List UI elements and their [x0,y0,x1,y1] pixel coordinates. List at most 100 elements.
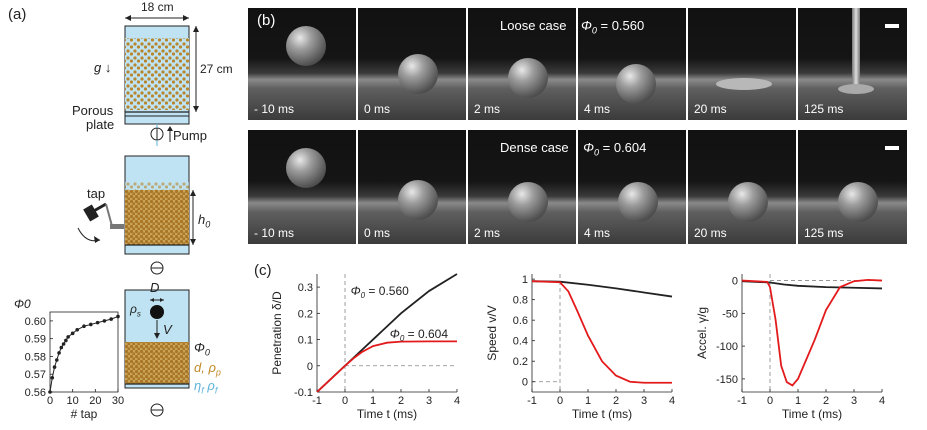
scale-bar [885,24,899,28]
y-tick-label: 0.6 [513,315,528,327]
x-tick-label: -1 [312,395,322,407]
loose-case-strip: - 10 ms 0 ms 2 ms 4 ms 20 ms 125 ms Loos… [248,8,909,120]
y-tick-label: 0.58 [25,351,46,363]
data-point [82,324,86,329]
data-point [61,342,66,346]
photo-frame: 0 ms [358,130,468,244]
photo-frame: - 10 ms [248,8,358,120]
y-tick-label: 0.2 [298,308,313,320]
x-tick-label: -1 [527,395,537,407]
x-axis-label: Time t (ms) [782,407,842,421]
x-tick-label: 10 [67,395,79,407]
sphere-image [728,182,768,222]
sphere-image [618,182,658,222]
series-annotation: Φ0 = 0.560 [351,284,410,300]
x-tick-label: 1 [370,395,376,407]
velocity-label: V [163,322,172,337]
y-tick-label: -50 [722,308,738,320]
penetration-chart: -1 0 1 2 3 4 -0.1 0 0.1 0.2 0.3 Time t (ms) Penetrat… [270,273,460,421]
data-point [52,365,57,369]
data-point [50,375,55,380]
diameter-label: D [150,280,160,295]
y-axis-label: Accel. γ/g [695,307,709,359]
gravity-label: g ↓ [94,60,112,75]
y-tick-label: 0.2 [513,356,528,368]
dense-case-title: Dense case Φ0 = 0.604 [500,140,647,158]
panel-label-a: (a) [8,6,27,23]
y-tick-label: 0.3 [298,282,313,294]
y-tick-label: 0.1 [298,335,313,347]
data-point [66,335,70,339]
data-point [89,322,93,327]
series-line [531,280,673,298]
sphere-image [616,64,656,104]
panel-label-b: (b) [257,12,276,29]
series-annotation: Φ0 = 0.604 [390,327,449,343]
y-tick-label: -150 [716,374,738,386]
data-point [57,351,61,355]
x-tick-label: 0 [557,395,563,407]
series-line [316,340,457,393]
sphere-image [398,54,438,94]
data-point [64,338,68,343]
dense-case-strip: - 10 ms 0 ms 2 ms 4 ms 20 ms 125 ms Dens… [248,130,909,244]
data-point [59,345,64,350]
phi0-label: Φ0 [194,340,210,358]
x-tick-label: 1 [585,395,591,407]
x-tick-label: 4 [879,395,885,407]
y-tick-label: 1 [522,274,528,286]
sphere-image [508,58,548,98]
sphere-image [286,26,326,66]
photo-frame: 4 ms [578,130,688,244]
y-tick-label: 0.57 [25,369,46,381]
photo-frame: 4 ms [578,8,688,120]
grain-label: d, ρp [194,360,221,378]
data-point [102,319,107,323]
y-tick-label: 0.4 [513,336,528,348]
y-axis-label: Speed v/V [485,305,499,360]
photo-frame: 2 ms [468,130,578,244]
plot-frame [49,311,119,393]
y-tick-label: 0.8 [513,295,528,307]
sphere-image [398,180,438,220]
y-axis-label: Φ0 [14,297,31,311]
y-tick-label: -0.1 [294,387,313,399]
tap-label: tap [87,186,106,201]
photo-frame: 0 ms [358,8,468,120]
y-tick-label: 0 [307,361,313,373]
y-tick-label: 0 [522,377,528,389]
photo-frame: - 10 ms [248,130,358,244]
rho-s-label: ρs [130,302,141,319]
scale-bar [885,146,899,150]
data-point [75,327,79,332]
x-tick-label: 1 [795,395,801,407]
data-point [70,331,75,336]
x-tick-label: -1 [737,395,747,407]
phi-vs-tap-chart: 0 10 20 30 0.56 0.57 0.58 0.59 0.60 # tap Φ0 [14,297,124,421]
tap-hammer-icon [77,202,124,243]
pump-label: Pump [173,128,207,143]
data-point [95,320,100,325]
data-point [109,317,113,321]
x-axis-label: Time t (ms) [357,407,417,421]
x-tick-label: 2 [823,395,829,407]
x-tick-label: 3 [426,395,432,407]
series-line [741,280,883,290]
x-tick-label: 3 [641,395,647,407]
x-tick-label: 2 [613,395,619,407]
x-tick-label: 30 [112,395,124,407]
y-tick-label: 0.56 [25,387,46,399]
sphere-image [286,148,326,188]
loose-case-title: Loose case Φ0 = 0.560 [500,18,645,36]
y-tick-label: 0.60 [25,316,46,328]
x-tick-label: 20 [89,395,101,407]
fluidization-container [124,25,190,125]
x-tick-label: 4 [669,395,675,407]
x-tick-label: 2 [398,395,404,407]
container-width-label: 18 cm [141,0,174,14]
h0-label: h0 [198,212,211,230]
x-axis-label: # tap [71,407,98,421]
x-tick-label: 0 [767,395,773,407]
x-tick-label: 0 [47,395,53,407]
